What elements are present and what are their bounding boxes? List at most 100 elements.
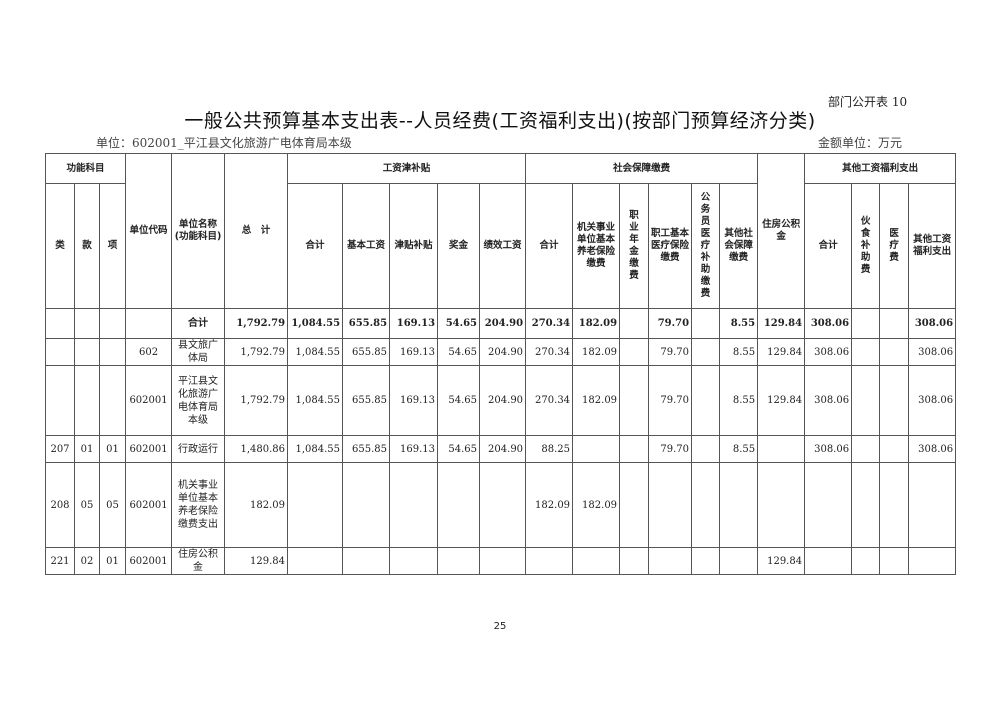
- table-cell: [691, 365, 721, 436]
- table-body: 合计 1,792.79 1,084.55 655.85 169.13 54.65 204.9…: [45, 308, 957, 575]
- table-cell: [719, 462, 759, 548]
- table-cell: [572, 435, 621, 463]
- table-cell: 88.25: [525, 435, 574, 463]
- table-cell: 169.13: [389, 338, 439, 366]
- table-cell: 平江县文化旅游广电体育局本级: [171, 365, 226, 436]
- table-cell: [908, 547, 957, 575]
- table-cell: 01: [74, 435, 100, 463]
- form-number: 部门公开表 10: [828, 95, 908, 109]
- table-cell: [851, 338, 881, 366]
- table-cell: [851, 308, 881, 339]
- table-cell: 208: [45, 462, 75, 548]
- table-cell: 308.06: [804, 435, 853, 463]
- table-cell: [98, 308, 127, 339]
- table-cell: 79.70: [648, 435, 693, 463]
- table-cell: 182.09: [572, 308, 621, 339]
- table-cell: 79.70: [648, 308, 693, 339]
- header-other-welfare: 其他工资福利支出: [908, 183, 957, 309]
- table-cell: [619, 435, 650, 463]
- table-cell: [851, 462, 881, 548]
- table-cell: 602001: [125, 435, 173, 463]
- header-basic-salary: 基本工资: [342, 183, 391, 309]
- table-cell: 308.06: [908, 308, 957, 339]
- table-cell: 169.13: [389, 308, 439, 339]
- table-cell: [125, 308, 173, 339]
- table-cell: [479, 462, 527, 548]
- table-cell: 308.06: [804, 308, 853, 339]
- table-cell: 308.06: [908, 338, 957, 366]
- table-cell: 655.85: [342, 338, 391, 366]
- table-cell: 8.55: [719, 365, 759, 436]
- header-xiang: 项: [98, 183, 127, 309]
- header-medical-insurance: 职工基本医疗保险缴费: [648, 183, 693, 309]
- table-row: 208 05 05 602001 机关事业单位基本养老保险缴费支出 182.09 182.0…: [45, 462, 957, 548]
- table-cell: [74, 338, 100, 366]
- table-cell: 01: [98, 547, 127, 575]
- table-cell: [437, 547, 481, 575]
- table-cell: 308.06: [908, 435, 957, 463]
- total-row: 合计 1,792.79 1,084.55 655.85 169.13 54.65 204.9…: [45, 308, 957, 339]
- table-cell: [648, 547, 693, 575]
- table-cell: 合计: [171, 308, 226, 339]
- table-cell: [908, 462, 957, 548]
- table-cell: [389, 462, 439, 548]
- table-cell: [757, 462, 806, 548]
- table-cell: 机关事业单位基本养老保险缴费支出: [171, 462, 226, 548]
- table-cell: 169.13: [389, 435, 439, 463]
- table-cell: 1,084.55: [287, 338, 344, 366]
- table-cell: [879, 547, 910, 575]
- table-cell: 行政运行: [171, 435, 226, 463]
- table-cell: 221: [45, 547, 75, 575]
- table-cell: 54.65: [437, 365, 481, 436]
- header-civil-servant-medical: 公务员医疗补助缴费: [691, 183, 721, 309]
- table-cell: 县文旅广体局: [171, 338, 226, 366]
- header-medical-fee: 医疗费: [879, 183, 910, 309]
- table-cell: 204.90: [479, 308, 527, 339]
- table-cell: 602001: [125, 365, 173, 436]
- table-cell: [691, 462, 721, 548]
- table-cell: 602001: [125, 547, 173, 575]
- table-cell: 8.55: [719, 435, 759, 463]
- header-pension-insurance: 机关事业单位基本养老保险缴费: [572, 183, 621, 309]
- table-cell: [619, 547, 650, 575]
- table-cell: 602001: [125, 462, 173, 548]
- table-cell: [619, 365, 650, 436]
- table-cell: 182.09: [572, 462, 621, 548]
- table-cell: 1,084.55: [287, 365, 344, 436]
- table-cell: [757, 435, 806, 463]
- table-cell: [691, 338, 721, 366]
- table-cell: 270.34: [525, 308, 574, 339]
- table-cell: 129.84: [757, 547, 806, 575]
- table-cell: 204.90: [479, 338, 527, 366]
- table-cell: [287, 462, 344, 548]
- table-row: 602001 平江县文化旅游广电体育局本级 1,792.79 1,084.55 655.…: [45, 365, 957, 436]
- header-performance-pay: 绩效工资: [479, 183, 527, 309]
- table-cell: 1,480.86: [224, 435, 289, 463]
- table-cell: [691, 547, 721, 575]
- table-cell: [648, 462, 693, 548]
- table-row: 602 县文旅广体局 1,792.79 1,084.55 655.85 169.13 54.…: [45, 338, 957, 366]
- table-cell: [691, 308, 721, 339]
- table-row: 221 02 01 602001 住房公积金 129.84 129.84: [45, 547, 957, 575]
- table-cell: 129.84: [224, 547, 289, 575]
- table-cell: [342, 547, 391, 575]
- table-cell: 129.84: [757, 308, 806, 339]
- table-cell: 79.70: [648, 365, 693, 436]
- header-lei: 类: [45, 183, 75, 309]
- header-allowance: 津贴补贴: [389, 183, 439, 309]
- page-number: 25: [493, 621, 507, 632]
- header-meal-allowance-text: 伙食补助费: [860, 216, 871, 275]
- table-cell: [879, 338, 910, 366]
- table-cell: [691, 435, 721, 463]
- table-cell: [879, 308, 910, 339]
- table-cell: 308.06: [804, 338, 853, 366]
- table-cell: 204.90: [479, 365, 527, 436]
- table-cell: [45, 338, 75, 366]
- table-cell: 住房公积金: [171, 547, 226, 575]
- table-cell: [619, 462, 650, 548]
- table-cell: [619, 308, 650, 339]
- table-cell: 308.06: [908, 365, 957, 436]
- table-cell: [879, 462, 910, 548]
- header-unit-code: 单位代码: [125, 153, 173, 309]
- table-cell: 1,792.79: [224, 338, 289, 366]
